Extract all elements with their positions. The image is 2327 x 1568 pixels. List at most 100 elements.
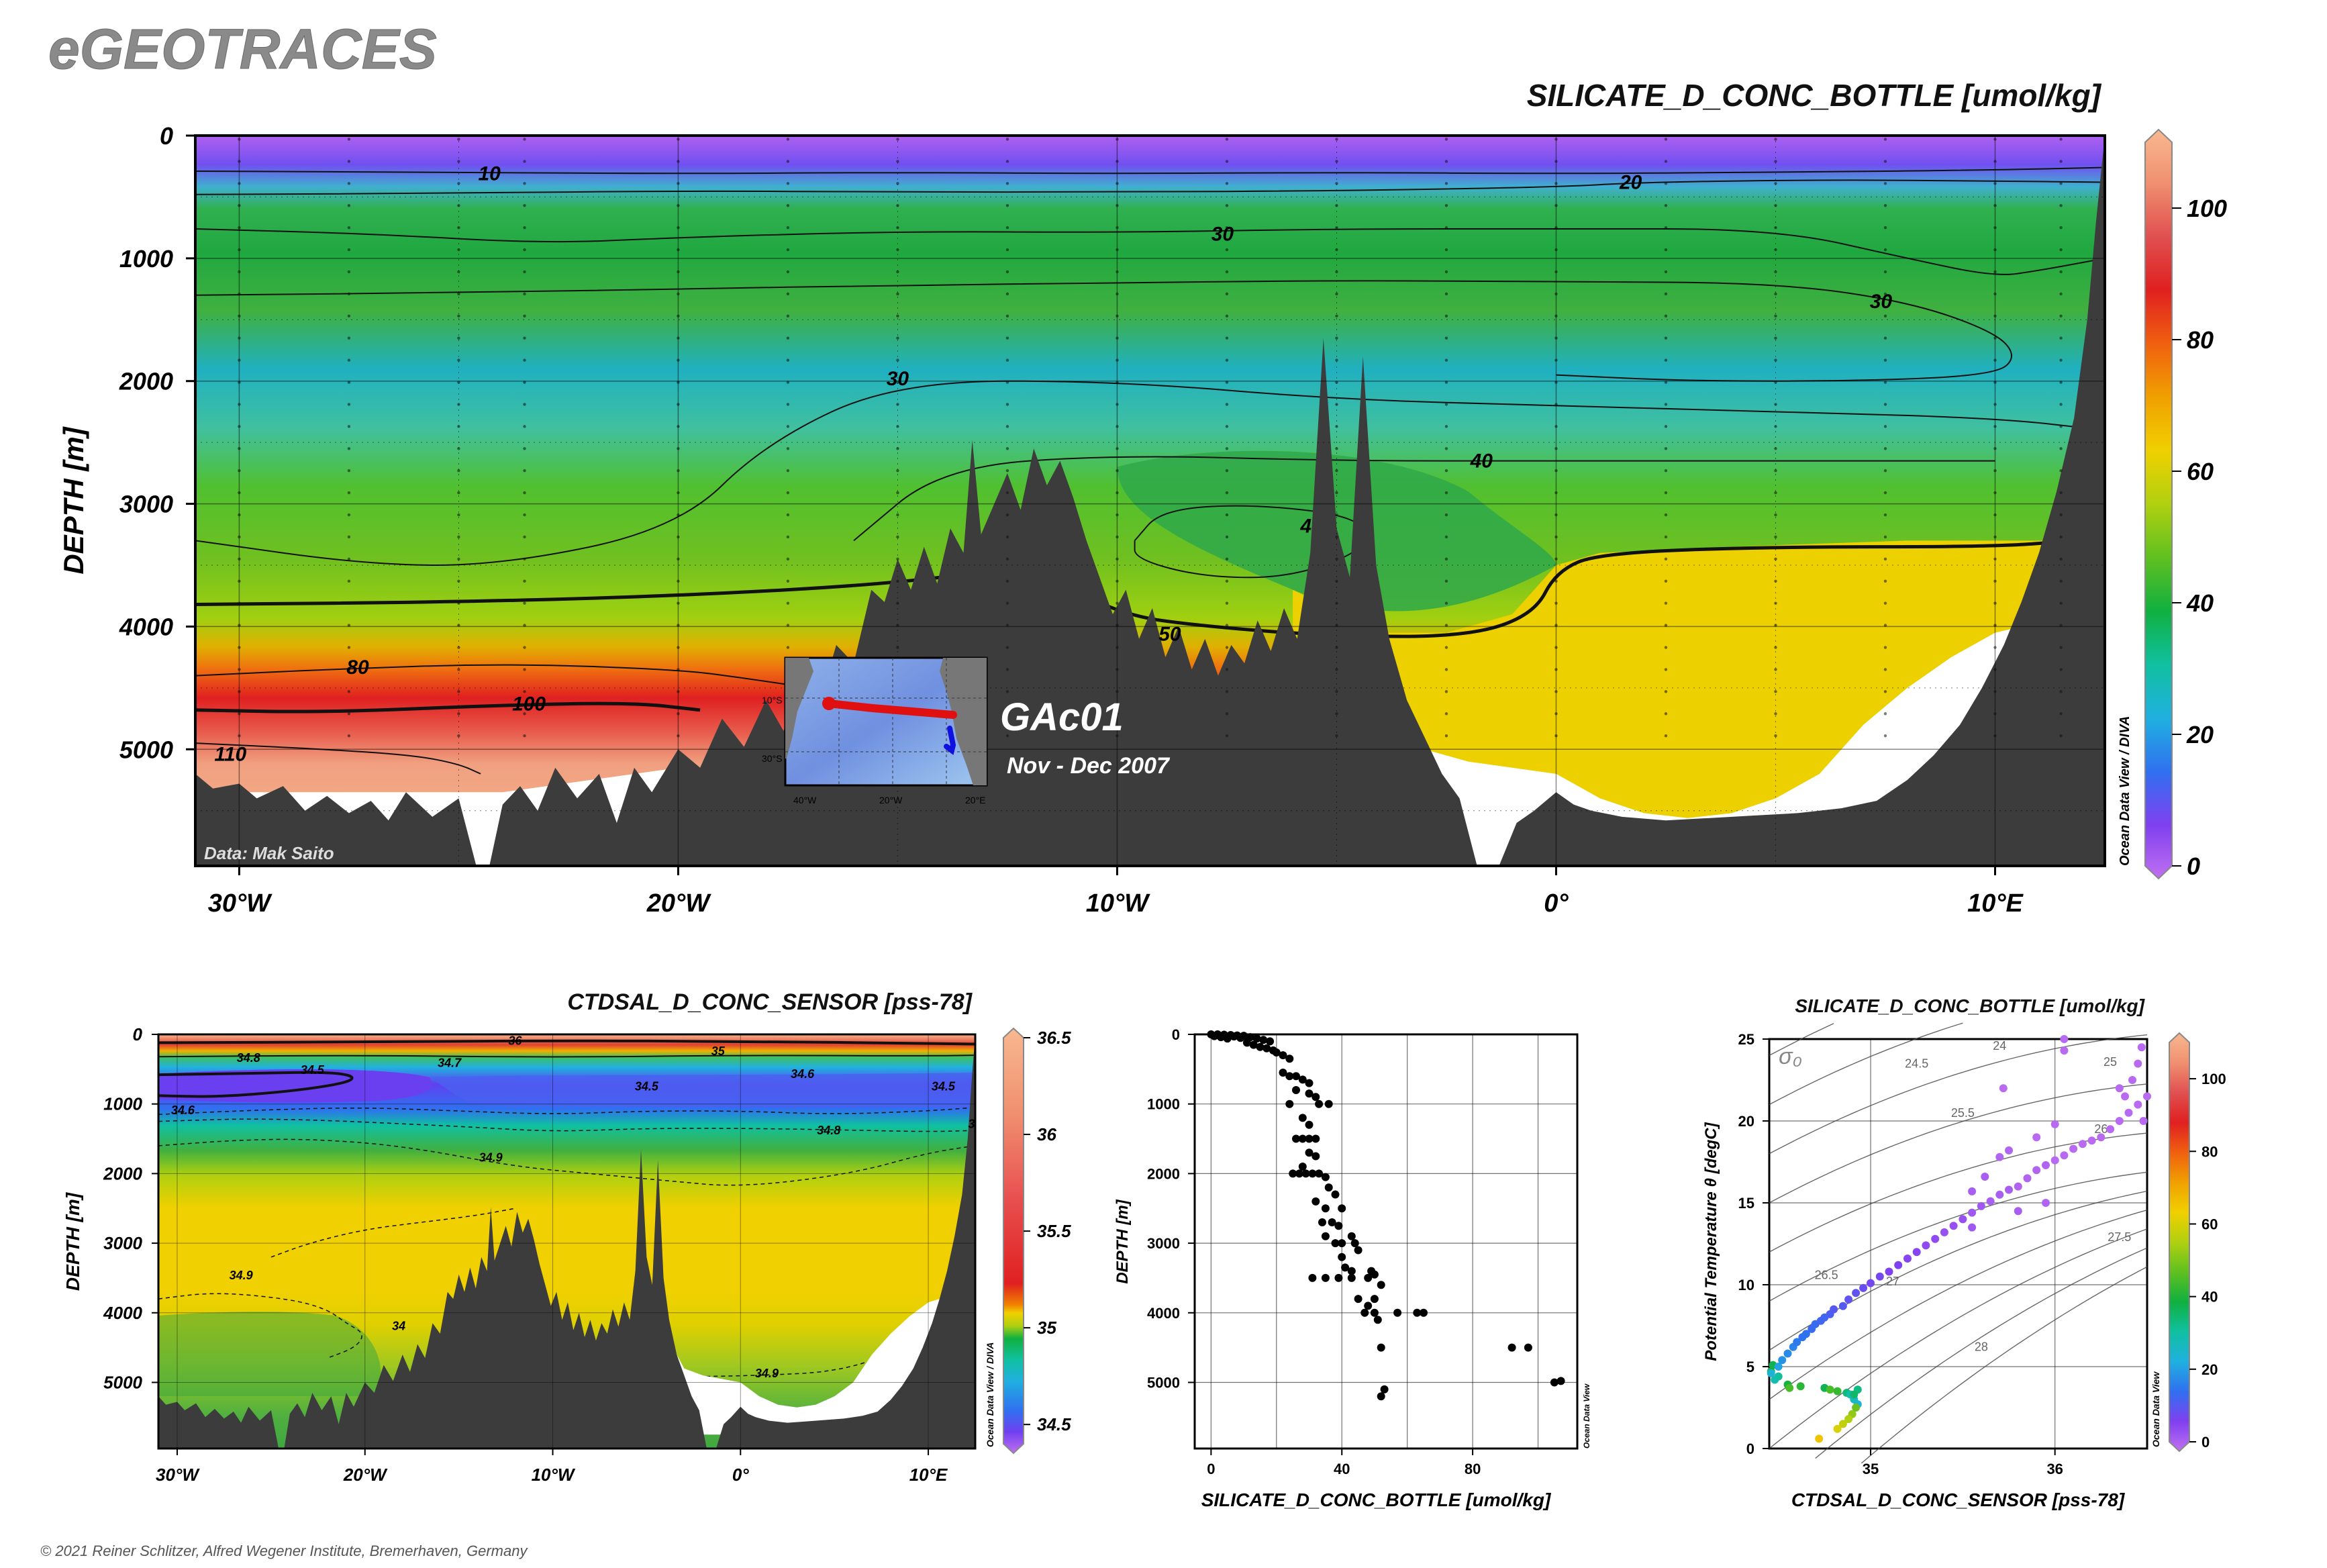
main-station-marker <box>238 381 241 384</box>
main-station-marker <box>1993 668 1997 671</box>
main-station-marker <box>1005 248 1009 252</box>
main-station-marker <box>2059 160 2063 163</box>
main-station-marker <box>347 624 351 627</box>
main-station-marker <box>523 182 526 185</box>
inset-lon-label: 20°W <box>879 795 903 805</box>
main-station-marker <box>1225 646 1229 649</box>
salinity-colorbar-ticks: 34.5 35 35.5 36 36.5 <box>1024 1028 1071 1434</box>
main-station-marker <box>238 447 241 450</box>
profile-point <box>1354 1246 1363 1255</box>
profile-y-tick-label: 4000 <box>1147 1305 1180 1322</box>
main-station-marker <box>896 138 899 141</box>
main-station-marker <box>1005 734 1009 738</box>
main-station-marker <box>1444 270 1448 274</box>
main-station-marker <box>1116 668 1119 671</box>
main-station-marker <box>1664 535 1668 539</box>
main-station-marker <box>786 358 790 362</box>
ts-y-tick-label: 15 <box>1738 1195 1754 1212</box>
main-station-marker <box>1116 358 1119 362</box>
main-station-marker <box>1664 447 1668 450</box>
main-station-marker <box>786 204 790 207</box>
salinity-contour-line <box>158 1138 976 1186</box>
main-station-marker <box>1993 403 1997 406</box>
main-station-marker <box>1664 557 1668 561</box>
ts-point <box>2060 1046 2069 1055</box>
main-station-marker <box>457 336 460 340</box>
main-station-marker <box>523 403 526 406</box>
main-station-marker <box>1335 668 1338 671</box>
main-station-marker <box>347 513 351 517</box>
profile-point <box>1285 1099 1294 1108</box>
main-station-marker <box>2059 601 2063 605</box>
main-station-marker <box>523 646 526 649</box>
ts-isopycnal-line <box>1769 1171 2148 1302</box>
main-station-marker <box>347 204 351 207</box>
main-station-marker <box>1554 601 1558 605</box>
main-station-marker <box>457 425 460 428</box>
profile-point <box>1354 1295 1363 1304</box>
main-station-marker <box>1116 690 1119 693</box>
main-station-marker <box>1444 535 1448 539</box>
profile-point <box>1377 1343 1385 1352</box>
main-station-marker <box>1225 314 1229 317</box>
main-station-marker <box>677 469 680 473</box>
salinity-contour-label: 34.9 <box>755 1367 779 1380</box>
main-station-marker <box>1554 624 1558 627</box>
main-station-marker <box>1774 690 1777 693</box>
main-station-marker <box>2059 182 2063 185</box>
main-station-marker <box>1116 469 1119 473</box>
main-station-marker <box>1883 535 1887 539</box>
main-station-marker <box>347 425 351 428</box>
main-station-marker <box>347 557 351 561</box>
main-station-marker <box>2059 336 2063 340</box>
main-station-marker <box>1005 579 1009 583</box>
ts-point <box>1852 1289 1861 1297</box>
salinity-seafloor <box>158 1034 975 1449</box>
main-station-marker <box>677 160 680 163</box>
profile-point <box>1315 1169 1324 1178</box>
main-station-marker <box>1993 579 1997 583</box>
salinity-contour-label: 34.7 <box>438 1056 462 1069</box>
main-station-marker <box>1005 226 1009 230</box>
main-station-marker <box>1883 491 1887 495</box>
main-station-marker <box>238 226 241 230</box>
main-station-marker <box>1444 248 1448 252</box>
salinity-x-tick-label: 10°E <box>909 1465 948 1485</box>
ts-point <box>1844 1415 1853 1424</box>
silicate-profile-chart: 0 40 80 0 1000 2000 3000 4000 5000 SILICATE_D_C… <box>1113 1026 1591 1510</box>
main-y-tick-label: 0 <box>160 122 173 150</box>
salinity-contour-line <box>270 1208 515 1258</box>
main-station-marker <box>1883 381 1887 384</box>
main-station-marker <box>1774 336 1777 340</box>
profile-point <box>1279 1051 1287 1060</box>
main-station-marker <box>1225 358 1229 362</box>
main-station-marker <box>677 668 680 671</box>
inset-south-america <box>785 658 813 758</box>
ts-point <box>2128 1076 2136 1084</box>
salinity-colorbar <box>1003 1027 1024 1455</box>
main-station-marker <box>1444 491 1448 495</box>
main-contour-label: 30 <box>887 368 909 390</box>
main-station-marker <box>1444 204 1448 207</box>
ts-point <box>2014 1182 2022 1191</box>
main-x-tick-label: 30°W <box>208 889 273 918</box>
main-station-marker <box>347 469 351 473</box>
main-y-axis-label: DEPTH [m] <box>58 426 89 574</box>
main-station-marker <box>347 336 351 340</box>
main-station-marker <box>1444 690 1448 693</box>
main-station-marker <box>1664 646 1668 649</box>
main-station-marker <box>238 579 241 583</box>
main-station-marker <box>1444 557 1448 561</box>
ts-y-tick-label: 5 <box>1746 1359 1754 1375</box>
main-station-marker <box>1116 557 1119 561</box>
main-station-marker <box>1116 491 1119 495</box>
profile-point <box>1279 1069 1287 1077</box>
main-station-marker <box>1116 381 1119 384</box>
main-station-marker <box>1335 270 1338 274</box>
main-station-marker <box>677 601 680 605</box>
profile-point <box>1210 1032 1219 1040</box>
main-station-marker <box>523 579 526 583</box>
main-station-marker <box>1005 557 1009 561</box>
main-station-marker <box>2059 204 2063 207</box>
main-station-marker <box>896 381 899 384</box>
